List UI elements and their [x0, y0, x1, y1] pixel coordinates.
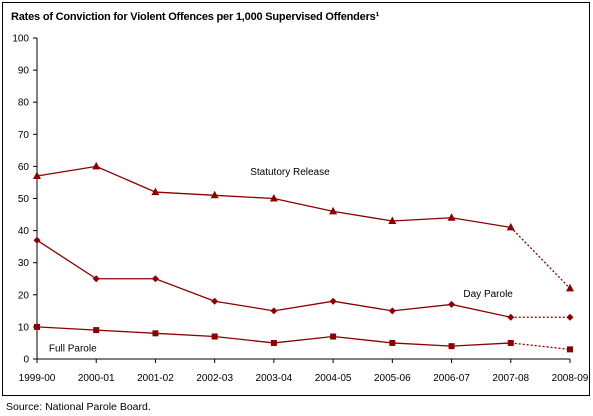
y-tick-label: 90	[18, 66, 30, 77]
x-tick-label: 1999-00	[19, 373, 56, 384]
source-note: Source: National Parole Board.	[6, 401, 151, 413]
chart-title: Rates of Conviction for Violent Offences…	[11, 11, 380, 23]
full-parole-point	[270, 339, 277, 346]
y-tick-label: 80	[18, 98, 30, 109]
statutory-release-point	[92, 161, 101, 170]
day-parole-point	[329, 297, 337, 305]
statutory-release-point	[566, 283, 574, 292]
full-parole-point	[567, 346, 573, 353]
x-tick-label: 2001-02	[137, 373, 174, 384]
y-tick-label: 100	[12, 34, 29, 45]
statutory-release-dotted-segment	[510, 226, 571, 289]
statutory-release-point	[447, 213, 456, 221]
full-parole-point	[389, 339, 396, 346]
day-parole-point	[448, 300, 456, 308]
y-tick-label: 10	[18, 322, 30, 333]
chart-frame: Rates of Conviction for Violent Offences…	[2, 2, 590, 396]
y-tick-label: 20	[18, 290, 30, 301]
x-tick-label: 2007-08	[492, 373, 529, 384]
full-parole-point	[34, 323, 40, 330]
full-parole-point	[152, 330, 159, 337]
y-tick-label: 70	[18, 130, 30, 141]
statutory-release-point	[506, 222, 515, 231]
x-tick-label: 2000-01	[78, 373, 115, 384]
full-parole-point	[507, 339, 514, 346]
day-parole-point	[388, 307, 396, 315]
day-parole-point	[566, 313, 574, 321]
x-tick-label: 2004-05	[315, 373, 352, 384]
statutory-release-point	[329, 206, 338, 215]
day-parole-point	[507, 313, 515, 321]
x-tick-label: 2005-06	[374, 373, 411, 384]
x-tick-label: 2003-04	[256, 373, 293, 384]
statutory-release-point	[210, 190, 219, 199]
statutory-release-point	[151, 187, 160, 196]
statutory-release-point	[33, 171, 41, 180]
full-parole-point	[93, 327, 100, 334]
day-parole-point	[92, 275, 100, 283]
y-tick-label: 30	[18, 258, 30, 269]
day-parole-point	[211, 297, 219, 305]
y-tick-label: 60	[18, 162, 30, 173]
y-tick-label: 0	[23, 355, 29, 366]
day-parole-point	[33, 236, 41, 244]
full-parole-point	[211, 333, 218, 340]
x-tick-label: 2008-09	[552, 373, 589, 384]
statutory-release-point	[388, 216, 397, 224]
x-tick-label: 2002-03	[196, 373, 233, 384]
full-parole-point	[448, 343, 455, 350]
statutory-release-label: Statutory Release	[250, 167, 330, 178]
full-parole-label: Full Parole	[49, 344, 97, 355]
day-parole-line	[36, 239, 511, 318]
day-parole-label: Day Parole	[463, 289, 513, 300]
statutory-release-point	[269, 194, 278, 202]
y-tick-label: 40	[18, 226, 30, 237]
x-tick-label: 2006-07	[433, 373, 470, 384]
day-parole-point	[270, 307, 278, 315]
y-tick-label: 50	[18, 194, 30, 205]
line-chart: 0 10 20 30 40 50 60 70 80 90 100 1999-00 2000-01 2001…	[12, 34, 589, 385]
day-parole-point	[151, 275, 159, 283]
full-parole-point	[330, 333, 337, 340]
full-parole-dotted-segment	[510, 342, 571, 351]
